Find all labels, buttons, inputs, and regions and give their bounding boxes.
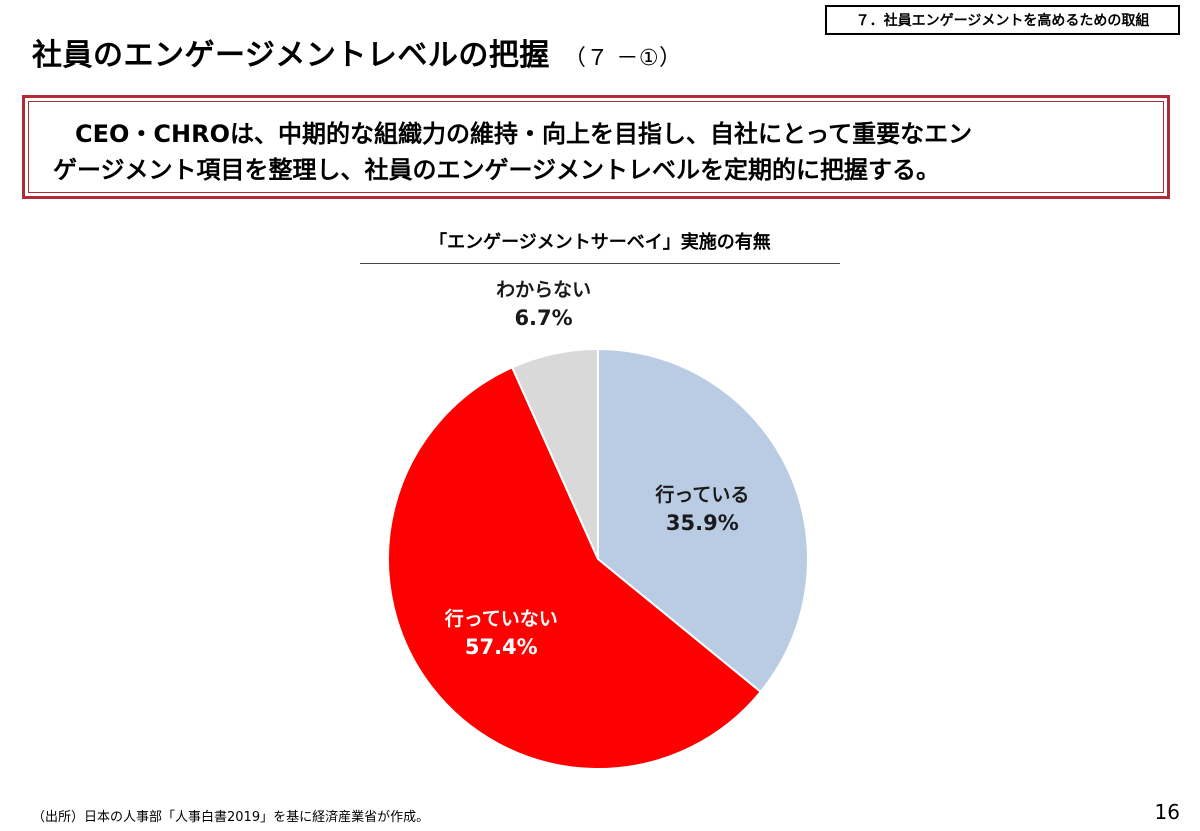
pie-slice-name-2: わからない	[496, 279, 592, 302]
key-message-inner: CEO・CHROは、中期的な組織力の維持・向上を目指し、自社にとって重要なエンゲ…	[28, 101, 1164, 193]
pie-slice-value-1: 57.4%	[464, 635, 538, 660]
section-tag: ７．社員エンゲージメントを高めるための取組	[825, 5, 1180, 35]
pie-slice-value-0: 35.9%	[665, 511, 739, 536]
page-number: 16	[1154, 800, 1180, 824]
pie-slice-name-0: 行っている	[655, 484, 750, 507]
page-title-suffix: （７ －①）	[563, 46, 682, 71]
pie-slice-label-2: わからない 6.7%	[496, 276, 591, 332]
page-title: 社員のエンゲージメントレベルの把握 （７ －①）	[32, 30, 682, 74]
source-note: （出所）日本の人事部「人事白書2019」を基に経済産業省が作成。	[32, 810, 430, 825]
pie-slice-label-1: 行っていない 57.4%	[445, 605, 558, 661]
key-message-text: CEO・CHROは、中期的な組織力の維持・向上を目指し、自社にとって重要なエンゲ…	[53, 116, 1139, 188]
key-message-line-1: CEO・CHROは、中期的な組織力の維持・向上を目指し、自社にとって重要なエン	[75, 120, 973, 148]
key-message-line-2: ゲージメント項目を整理し、社員のエンゲージメントレベルを定期的に把握する。	[53, 156, 941, 184]
pie-slice-name-1: 行っていない	[444, 608, 558, 631]
pie-slice-2	[510, 347, 599, 560]
key-message-box: CEO・CHROは、中期的な組織力の維持・向上を目指し、自社にとって重要なエンゲ…	[22, 95, 1170, 199]
pie-slice-1	[387, 366, 763, 770]
pie-slice-label-0: 行っている 35.9%	[655, 481, 749, 537]
chart-title: 「エンゲージメントサーベイ」実施の有無	[360, 226, 840, 264]
page-title-text: 社員のエンゲージメントレベルの把握	[32, 38, 550, 73]
pie-slice-0	[597, 347, 809, 694]
pie-slice-value-2: 6.7%	[514, 306, 573, 331]
